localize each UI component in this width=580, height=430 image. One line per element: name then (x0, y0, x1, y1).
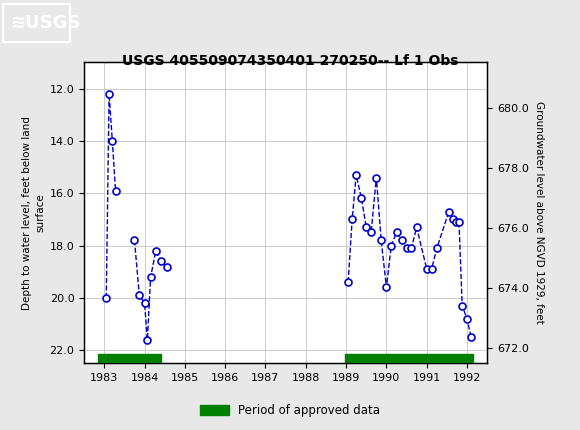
Text: USGS 405509074350401 270250-- Lf 1 Obs: USGS 405509074350401 270250-- Lf 1 Obs (122, 54, 458, 68)
Y-axis label: Depth to water level, feet below land
surface: Depth to water level, feet below land su… (22, 116, 45, 310)
Legend: Period of approved data: Period of approved data (195, 399, 385, 422)
Text: ≋USGS: ≋USGS (10, 14, 81, 31)
Y-axis label: Groundwater level above NGVD 1929, feet: Groundwater level above NGVD 1929, feet (534, 101, 545, 324)
